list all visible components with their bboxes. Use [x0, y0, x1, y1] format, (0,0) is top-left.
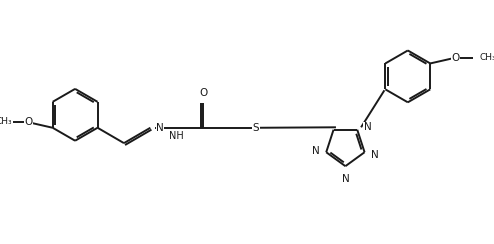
Text: N: N	[364, 122, 371, 132]
Text: O: O	[451, 53, 459, 63]
Text: N: N	[312, 146, 320, 156]
Text: O: O	[199, 88, 207, 98]
Text: S: S	[252, 123, 259, 133]
Text: N: N	[371, 150, 379, 160]
Text: NH: NH	[169, 132, 184, 142]
Text: CH₃: CH₃	[479, 53, 494, 62]
Text: N: N	[341, 174, 349, 184]
Text: O: O	[24, 117, 32, 127]
Text: CH₃: CH₃	[0, 118, 12, 126]
Text: N: N	[156, 123, 164, 133]
